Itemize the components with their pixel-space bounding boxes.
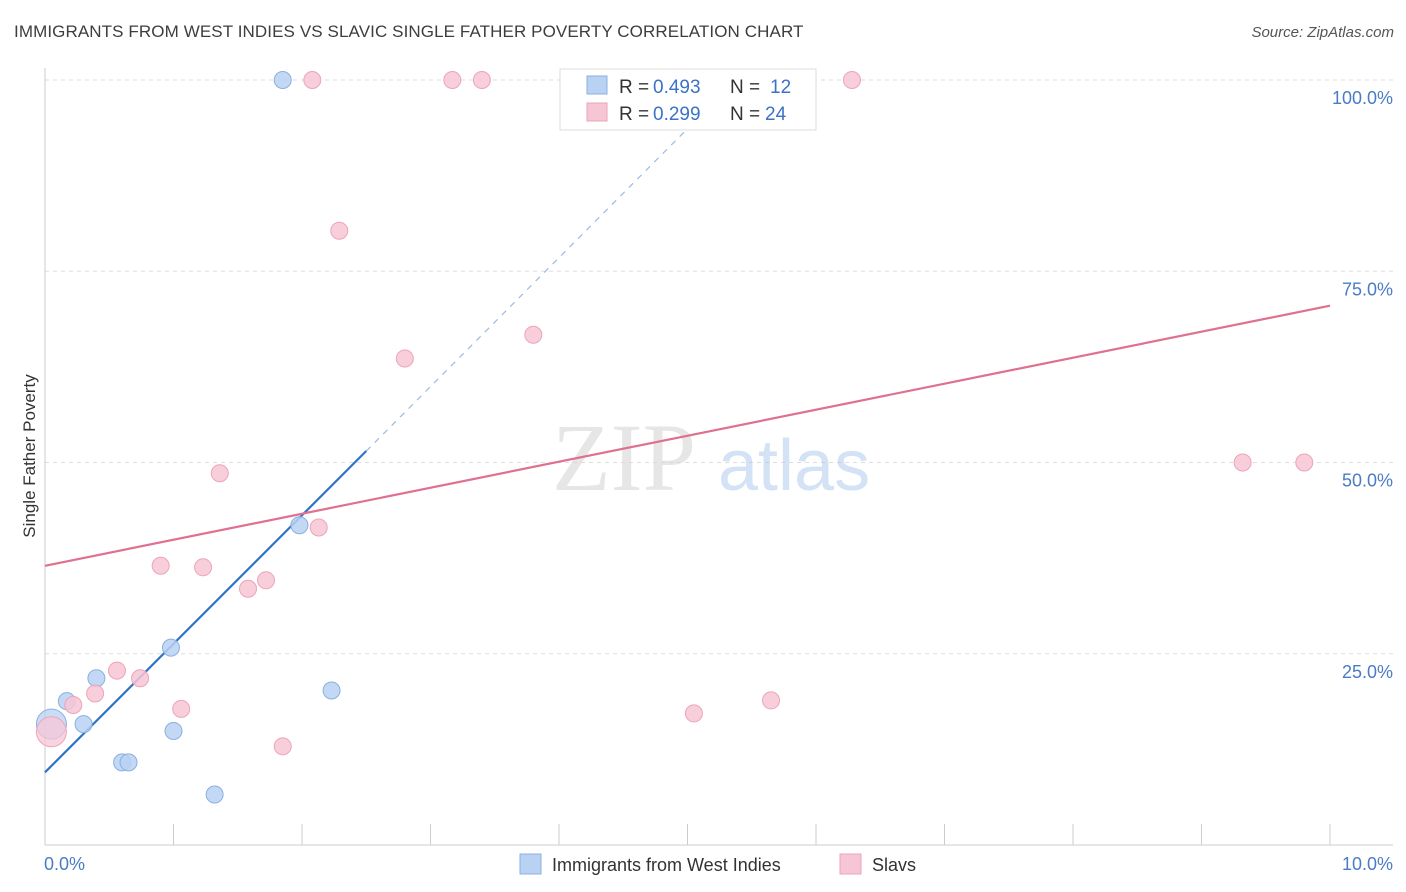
series-swatch-slavs [839, 853, 862, 875]
grid-lines [45, 79, 1393, 655]
series-swatch-west-indies [519, 853, 542, 875]
trend-slavs [44, 304, 1331, 567]
legend-swatch-pink [586, 102, 608, 122]
point-slavs-0 [35, 716, 67, 748]
y-axis-label: Single Father Poverty [20, 374, 39, 538]
y-tick-label-2: 75.0% [1342, 279, 1393, 299]
point-west-indies-3 [87, 669, 106, 688]
source-label: Source: ZipAtlas.com [1251, 24, 1394, 41]
y-tick-label-3: 100.0% [1332, 88, 1393, 108]
point-slavs-18 [524, 325, 543, 344]
x-tick-label-0: 0.0% [44, 854, 85, 874]
point-slavs-13 [309, 518, 328, 537]
point-slavs-1 [64, 696, 83, 715]
point-slavs-6 [172, 699, 191, 718]
point-slavs-15 [395, 349, 414, 368]
legend-r-label-2: R = [619, 104, 649, 125]
trend-lines [44, 102, 1331, 774]
watermark-zip: ZIP [552, 404, 696, 511]
chart-title: IMMIGRANTS FROM WEST INDIES VS SLAVIC SI… [14, 22, 804, 41]
series-legend: Immigrants from West Indies Slavs [519, 853, 916, 875]
trend-west-indies-extension [365, 102, 714, 452]
point-west-indies-8 [205, 785, 224, 804]
point-slavs-12 [303, 71, 322, 89]
point-slavs-4 [131, 669, 150, 688]
point-west-indies-6 [161, 638, 180, 657]
point-slavs-5 [151, 556, 170, 575]
data-points [35, 71, 1314, 804]
watermark: ZIP atlas [552, 404, 870, 511]
point-slavs-8 [210, 464, 229, 483]
point-slavs-3 [107, 661, 126, 680]
legend-r-label-1: R = [619, 77, 649, 98]
legend-r-value-2: 0.299 [653, 104, 701, 125]
legend-r-value-1: 0.493 [653, 77, 701, 98]
y-tick-label-0: 25.0% [1342, 662, 1393, 682]
legend-n-label-1: N = [730, 77, 760, 98]
point-slavs-19 [684, 704, 703, 723]
point-slavs-20 [762, 691, 781, 710]
point-west-indies-5 [119, 753, 138, 772]
point-slavs-22 [1233, 453, 1252, 472]
point-west-indies-9 [273, 71, 292, 89]
point-slavs-14 [330, 221, 349, 240]
legend-swatch-blue [586, 75, 608, 95]
point-west-indies-10 [290, 516, 309, 535]
point-slavs-17 [472, 71, 491, 89]
point-slavs-21 [842, 71, 861, 89]
point-west-indies-11 [322, 681, 341, 700]
point-slavs-16 [443, 71, 462, 89]
legend-n-label-2: N = [730, 104, 760, 125]
series-label-west-indies: Immigrants from West Indies [552, 855, 781, 875]
point-west-indies-7 [164, 722, 183, 741]
legend-box: R = 0.493 N = 12 R = 0.299 N = 24 [559, 68, 817, 131]
trend-west-indies [44, 450, 368, 774]
point-slavs-23 [1295, 453, 1314, 472]
tick-labels: 25.0% 50.0% 75.0% 100.0% 0.0% 10.0% [44, 88, 1393, 874]
point-slavs-11 [273, 737, 292, 756]
series-label-slavs: Slavs [872, 855, 916, 875]
point-slavs-9 [239, 579, 258, 598]
axes [44, 68, 1393, 846]
point-slavs-7 [194, 558, 213, 577]
y-tick-label-1: 50.0% [1342, 471, 1393, 491]
point-slavs-2 [86, 684, 105, 703]
point-west-indies-2 [74, 715, 93, 734]
watermark-atlas: atlas [718, 426, 870, 506]
legend-n-value-2: 24 [765, 104, 787, 125]
x-tick-label-1: 10.0% [1342, 854, 1393, 874]
point-slavs-10 [257, 571, 276, 590]
legend-n-value-1: 12 [770, 77, 791, 98]
